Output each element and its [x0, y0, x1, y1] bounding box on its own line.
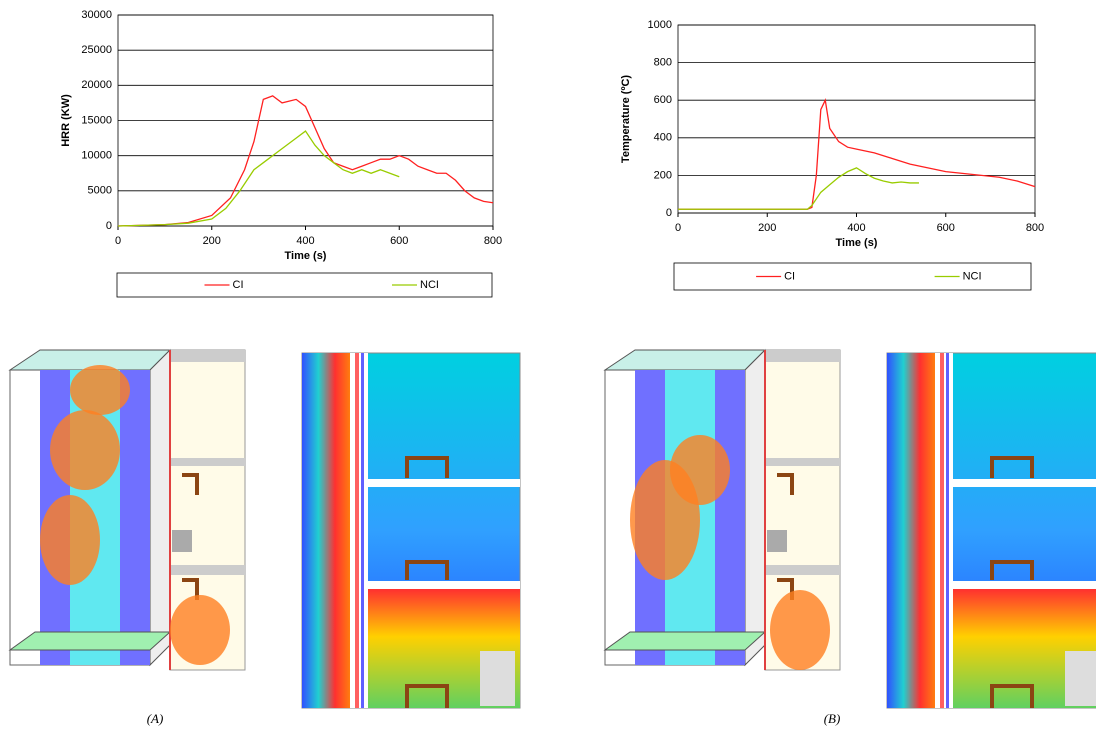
y-tick-label: 1000 — [648, 19, 672, 31]
x-tick-label: 400 — [296, 235, 314, 247]
x-tick-label: 400 — [847, 222, 865, 234]
y-tick-label: 0 — [106, 220, 112, 232]
y-tick-label: 20000 — [81, 79, 112, 91]
legend-label: CI — [233, 279, 244, 291]
legend-label: NCI — [963, 270, 982, 282]
x-tick-label: 600 — [390, 235, 408, 247]
legend-label: CI — [784, 270, 795, 282]
plot-frame — [117, 14, 494, 227]
temperature-slice — [885, 351, 1096, 710]
smoke — [670, 435, 730, 505]
data-line — [678, 98, 1036, 210]
data-line — [678, 167, 919, 210]
y-axis-title: HRR (KW) — [60, 94, 72, 147]
x-tick-label: 800 — [1026, 222, 1044, 234]
x-tick-label: 200 — [758, 222, 776, 234]
x-tick-label: 800 — [484, 235, 502, 247]
x-tick-label: 200 — [203, 235, 221, 247]
y-axis-title: Temperature (ºC) — [620, 75, 632, 163]
y-tick-label: 15000 — [81, 114, 112, 126]
smoke — [40, 495, 100, 585]
smoke — [50, 410, 120, 490]
y-tick-label: 800 — [654, 57, 672, 69]
y-tick-label: 10000 — [81, 150, 112, 162]
plot-frame — [677, 24, 1036, 214]
y-tick-label: 30000 — [81, 9, 112, 21]
legend-box — [116, 272, 493, 298]
x-tick-label: 600 — [937, 222, 955, 234]
y-tick-label: 5000 — [88, 185, 112, 197]
y-tick-label: 0 — [666, 207, 672, 219]
caption: (B) — [824, 711, 841, 726]
smoke — [70, 365, 130, 415]
legend-label: NCI — [420, 279, 439, 291]
data-line — [117, 95, 494, 227]
x-tick-label: 0 — [675, 222, 681, 234]
x-axis-title: Time (s) — [836, 237, 878, 249]
x-tick-label: 0 — [115, 235, 121, 247]
temperature-slice — [300, 351, 522, 710]
y-tick-label: 25000 — [81, 44, 112, 56]
caption: (A) — [147, 711, 164, 726]
x-axis-title: Time (s) — [285, 250, 327, 262]
y-tick-label: 400 — [654, 132, 672, 144]
data-line — [117, 130, 400, 227]
smoke — [770, 590, 830, 670]
smoke — [170, 595, 230, 665]
y-tick-label: 600 — [654, 94, 672, 106]
legend-box — [673, 262, 1032, 291]
y-tick-label: 200 — [654, 169, 672, 181]
